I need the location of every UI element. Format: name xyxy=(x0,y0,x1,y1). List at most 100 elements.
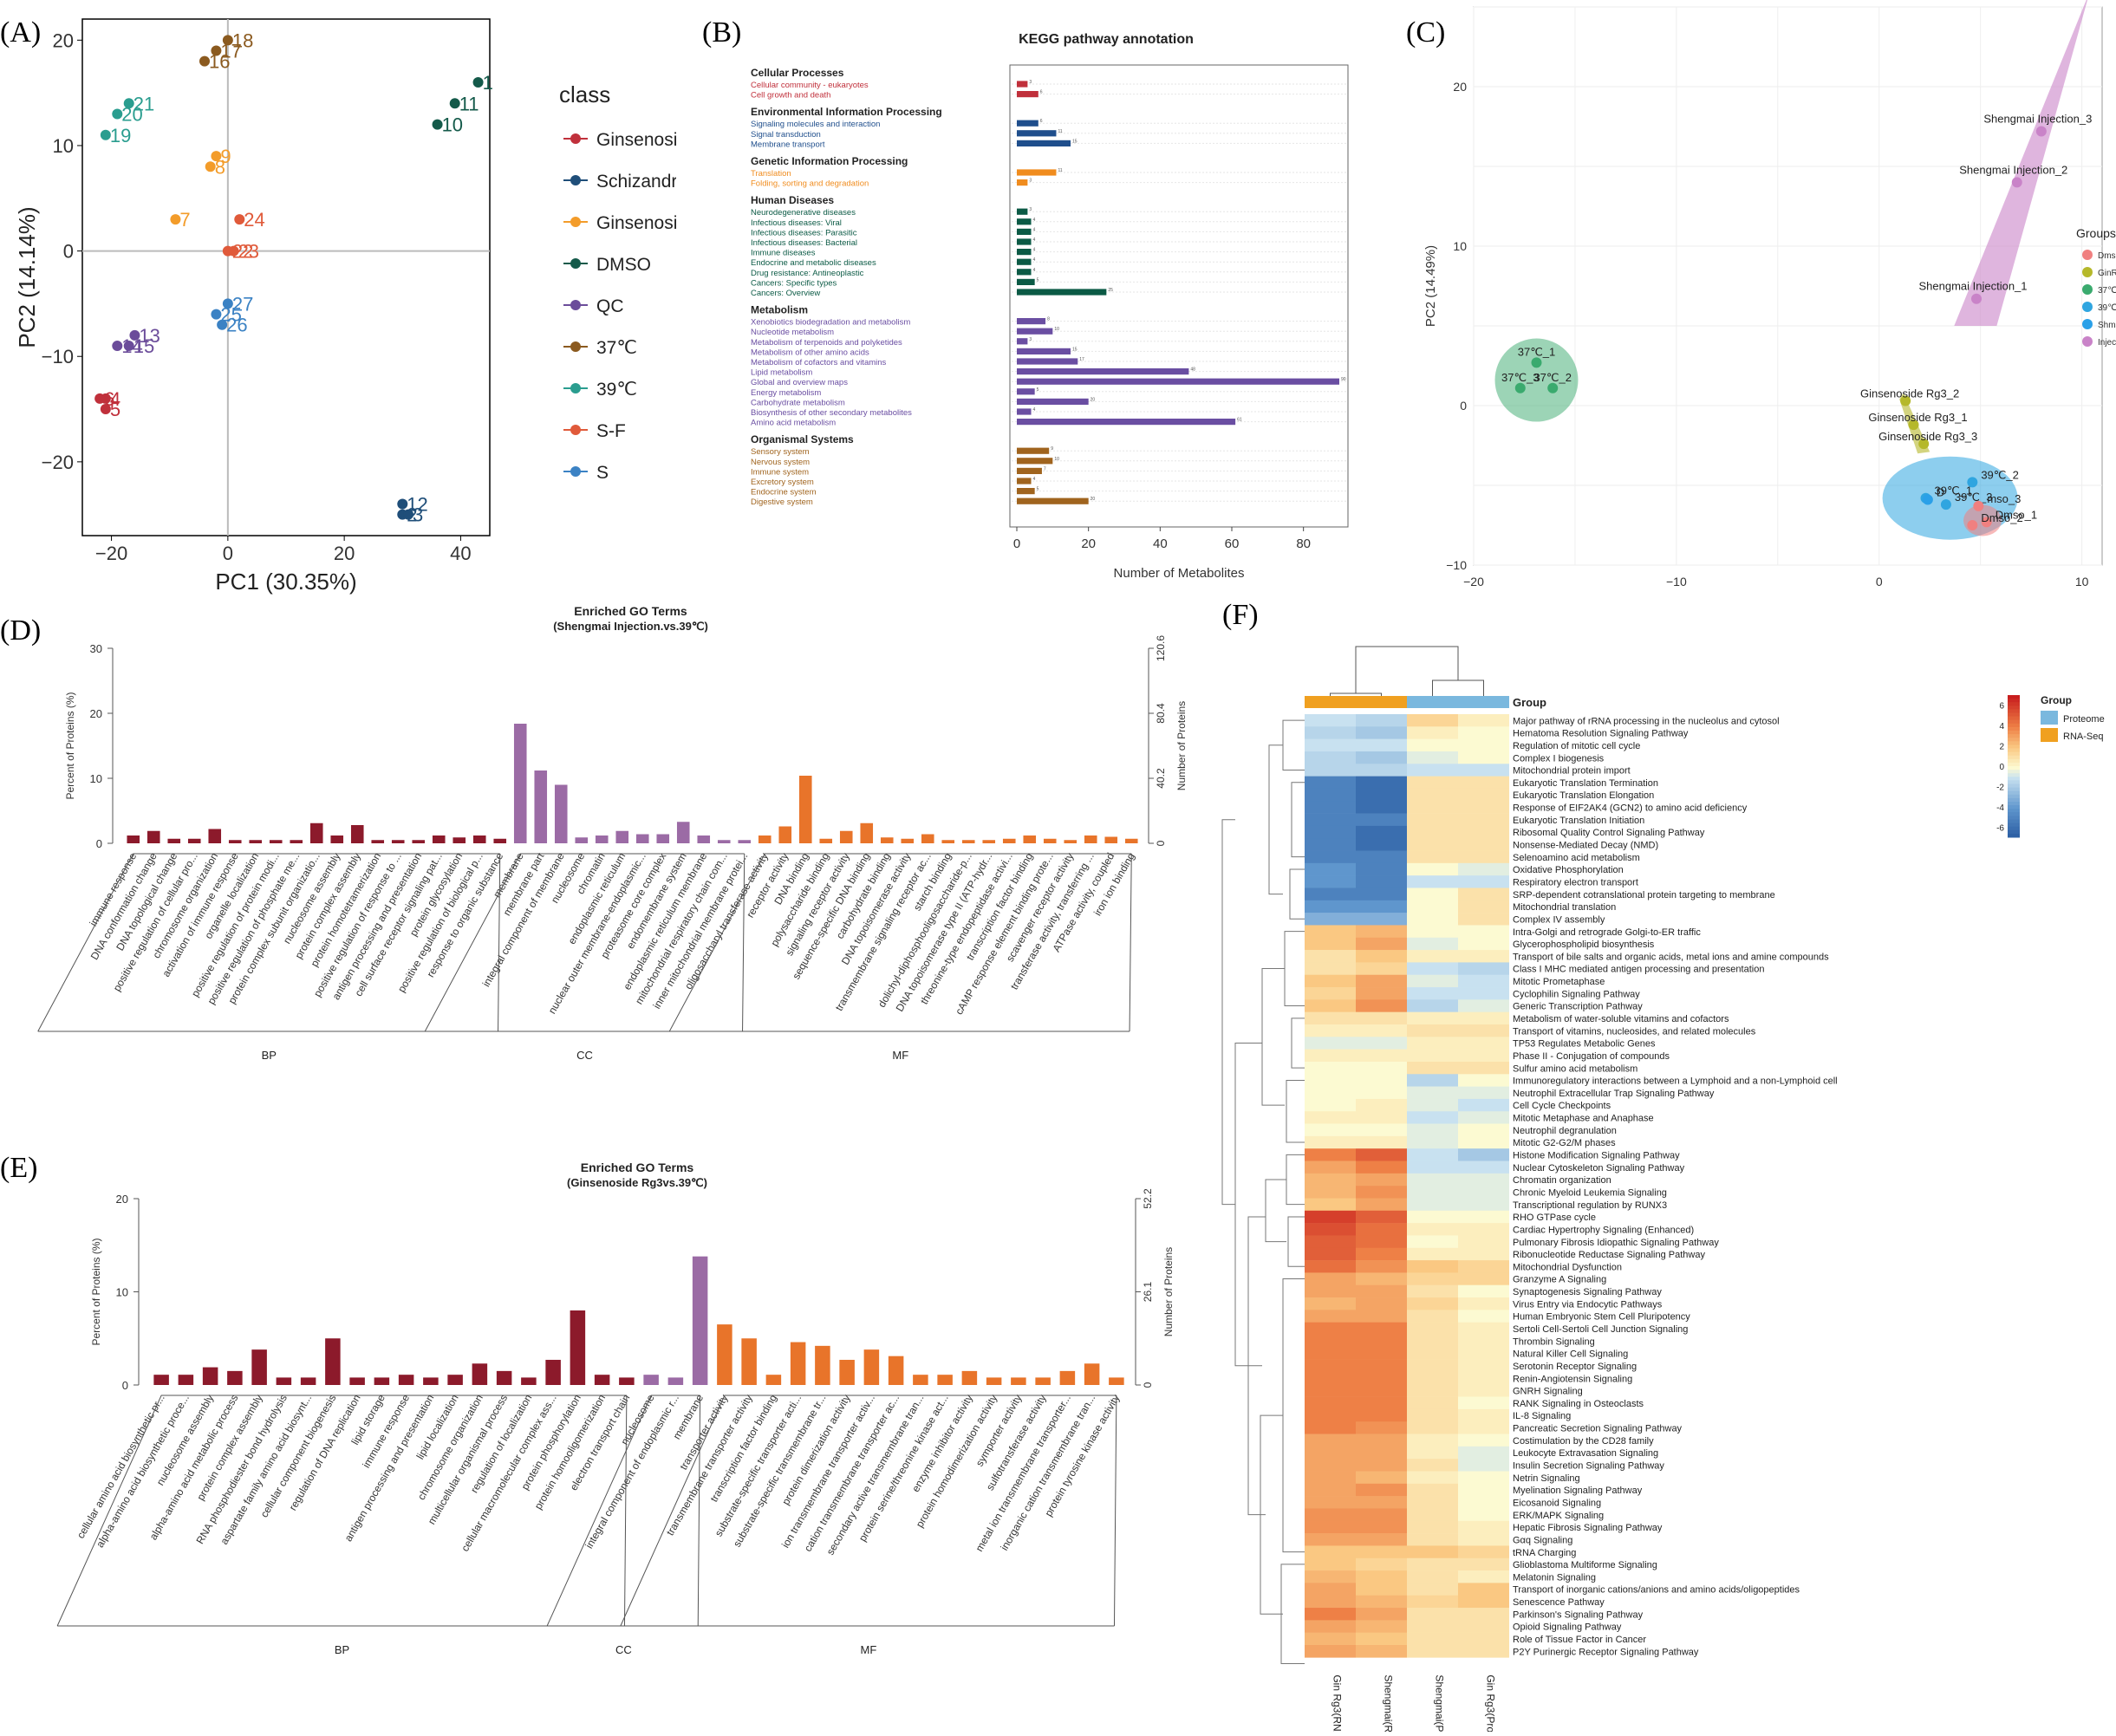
heatmap-cell xyxy=(1458,1235,1509,1249)
heatmap-cell xyxy=(1407,1371,1458,1385)
heatmap-cell xyxy=(1356,937,1407,951)
row-label: Parkinson's Signaling Pathway xyxy=(1513,1609,1644,1620)
pca-plot-c: (C) Shengmai Injection_3 Shengmai Injectio… xyxy=(1406,0,2116,612)
kegg-bar xyxy=(1017,458,1053,465)
color-scale-segment xyxy=(2008,805,2020,809)
kegg-item-label: Immune system xyxy=(751,467,809,477)
row-label: Natural Killer Cell Signaling xyxy=(1513,1349,1628,1360)
heatmap-cell xyxy=(1305,1496,1356,1509)
color-scale-segment xyxy=(2008,726,2020,731)
heatmap-cell xyxy=(1305,1508,1356,1522)
kegg-bar xyxy=(1017,269,1032,276)
heatmap-cell xyxy=(1356,1011,1407,1025)
y2-axis-label: Number of Proteins xyxy=(1162,1247,1175,1336)
point-label: 20 xyxy=(121,103,142,125)
heatmap-cell xyxy=(1458,825,1509,839)
bar-value-label: 11 xyxy=(1058,168,1062,173)
y2-tick-label: 80.4 xyxy=(1155,703,1167,724)
heatmap-cell xyxy=(1458,1446,1509,1460)
heatmap-cell xyxy=(1356,1049,1407,1063)
plot-frame xyxy=(1009,64,1349,528)
heatmap-cell xyxy=(1458,714,1509,727)
color-scale-segment xyxy=(2008,826,2020,831)
go-bar xyxy=(656,834,670,843)
go-bar xyxy=(496,1370,512,1385)
row-label: Complex I biogenesis xyxy=(1513,753,1605,764)
go-bar xyxy=(798,776,812,843)
heatmap-cell xyxy=(1356,962,1407,976)
legend-label: 37℃ xyxy=(596,338,637,358)
row-dendrogram xyxy=(1284,931,1305,1007)
heatmap-cell xyxy=(1458,1135,1509,1149)
legend-key xyxy=(570,175,581,185)
heatmap-cell xyxy=(1305,801,1356,814)
y-tick-label: 0 xyxy=(63,241,74,263)
kegg-item-label: Metabolism of other amino acids xyxy=(751,348,869,357)
heatmap-cell xyxy=(1407,900,1458,914)
color-scale-segment xyxy=(2008,716,2020,721)
group-bar-cell xyxy=(1305,696,1356,708)
section-bracket xyxy=(56,1395,627,1627)
go-bar xyxy=(350,825,364,843)
bar-value-label: 4 xyxy=(1033,268,1036,273)
color-scale-segment xyxy=(2008,709,2020,713)
point-label: 37℃_2 xyxy=(1533,371,1572,384)
go-bar xyxy=(615,830,629,843)
heatmap-cell xyxy=(1305,925,1356,939)
heatmap-cell xyxy=(1458,1508,1509,1522)
legend-label: RNA-Seq xyxy=(2063,731,2103,742)
go-bar xyxy=(493,838,507,843)
heatmap-cell xyxy=(1356,1284,1407,1298)
kegg-item-label: Neurodegenerative diseases xyxy=(751,208,856,218)
heatmap-cell xyxy=(1305,1459,1356,1472)
heatmap-cell xyxy=(1305,1632,1356,1646)
heatmap-cell xyxy=(1305,999,1356,1012)
legend-label: Injection xyxy=(2098,338,2116,348)
data-point xyxy=(397,498,408,510)
color-scale-segment xyxy=(2008,822,2020,828)
y-axis-label: PC2 (14.49%) xyxy=(1423,245,1438,327)
heatmap-cell xyxy=(1407,1223,1458,1236)
kegg-bar xyxy=(1017,398,1089,405)
color-scale-segment xyxy=(2008,829,2020,835)
data-point xyxy=(432,119,443,130)
heatmap-cell xyxy=(1305,913,1356,926)
heatmap-cell xyxy=(1407,1297,1458,1310)
go-bar xyxy=(391,840,405,843)
go-bar xyxy=(1035,1377,1051,1385)
y-tick-label: −10 xyxy=(1446,558,1467,572)
heatmap-cell xyxy=(1458,925,1509,939)
kegg-bar-chart: (B) KEGG pathway annotation Cellular Proce… xyxy=(702,16,1349,581)
kegg-bar xyxy=(1017,81,1028,88)
bar-value-label: 3 xyxy=(1029,207,1032,212)
legend-label: 39℃ xyxy=(2098,303,2116,313)
y2-tick-label: 120.6 xyxy=(1155,635,1167,661)
go-bar xyxy=(901,838,915,843)
heatmap-cell xyxy=(1305,888,1356,901)
heatmap-cell xyxy=(1407,838,1458,851)
point-label: 19 xyxy=(110,125,131,146)
kegg-item-label: Infectious diseases: Parasitic xyxy=(751,228,857,237)
heatmap-cell xyxy=(1458,1583,1509,1596)
legend-key xyxy=(570,258,581,269)
row-label: GNRH Signaling xyxy=(1513,1387,1583,1397)
heatmap-cell xyxy=(1356,1608,1407,1621)
go-bar xyxy=(167,838,181,843)
heatmap-cell xyxy=(1458,999,1509,1012)
row-label: Netrin Signaling xyxy=(1513,1473,1580,1484)
column-label: Shengmai(Pro) xyxy=(1434,1674,1446,1732)
kegg-bar xyxy=(1017,338,1028,345)
kegg-item-label: Folding, sorting and degradation xyxy=(751,179,869,189)
row-label: Response of EIF2AK4 (GCN2) to amino acid… xyxy=(1513,803,1748,814)
row-label: Neutrophil degranulation xyxy=(1513,1126,1617,1136)
row-label: Generic Transcription Pathway xyxy=(1513,1002,1643,1012)
heatmap-cell xyxy=(1458,1371,1509,1385)
point-label: Dmso_2 xyxy=(1981,511,2022,524)
color-scale-segment xyxy=(2008,762,2020,767)
heatmap-cell xyxy=(1305,1520,1356,1534)
heatmap-cell xyxy=(1356,974,1407,988)
row-label: Serotonin Receptor Signaling xyxy=(1513,1362,1637,1372)
color-scale-label: 0 xyxy=(1999,763,2004,772)
legend-label: Ginsenoside Re xyxy=(596,130,676,150)
x-tick-label: 40 xyxy=(1153,536,1168,551)
